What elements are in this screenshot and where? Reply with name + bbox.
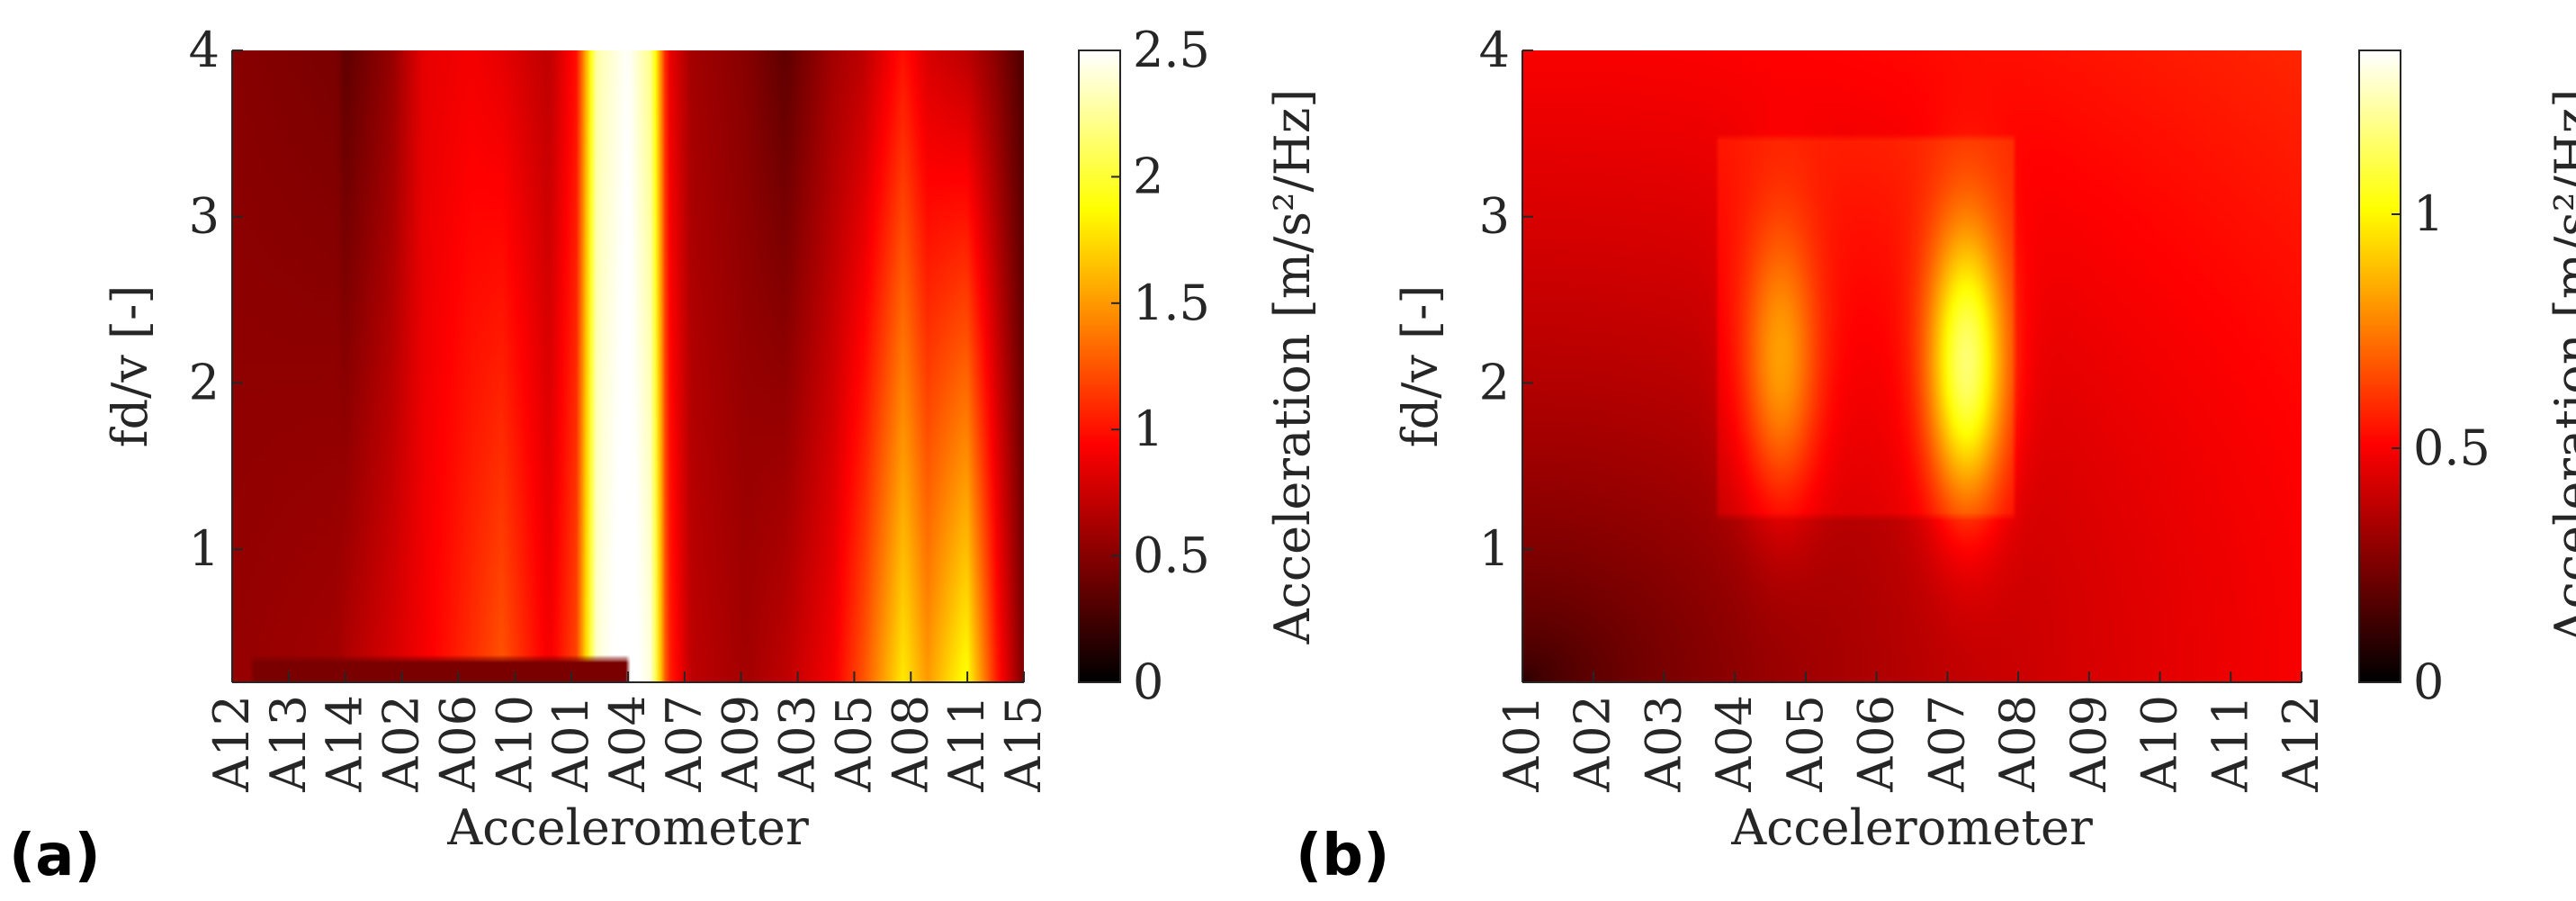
x-tick-label: A05	[825, 695, 882, 793]
y-tick-label: 2	[1479, 354, 1510, 410]
y-tick-label: 1	[189, 520, 220, 577]
y-tick-label: 3	[1479, 188, 1510, 245]
colorbar-tick-label: 1.5	[1133, 275, 1210, 331]
colorbar-a	[1079, 50, 1120, 682]
colorbar-tick-label: 1	[1133, 401, 1163, 457]
panel-label-a: (a)	[9, 823, 101, 889]
colorbar-tick-label: 0	[2413, 653, 2444, 710]
x-tick-label: A02	[1565, 695, 1621, 793]
x-tick-label: A10	[2132, 695, 2188, 793]
colorbar-tick-label: 2.5	[1133, 22, 1210, 78]
colorbar-b	[2359, 50, 2401, 682]
x-tick-label: A09	[2060, 695, 2117, 793]
colorbar-tick-label: 1	[2413, 185, 2444, 242]
x-tick-label: A01	[543, 695, 599, 793]
x-axis-title-a: Accelerometer	[446, 799, 809, 856]
x-tick-label: A11	[2202, 695, 2258, 793]
colorbar-frame-a	[1078, 50, 1121, 683]
x-tick-label: A07	[656, 695, 713, 793]
x-tick-label: A03	[1635, 695, 1692, 793]
y-tick-label: 1	[1479, 520, 1510, 577]
x-tick-label: A12	[203, 695, 260, 793]
y-axis-title-a: fd/v [-]	[102, 285, 158, 448]
y-tick-label: 4	[189, 22, 220, 78]
x-tick-label: A04	[599, 695, 656, 793]
x-tick-label: A09	[713, 695, 769, 793]
x-tick-label: A08	[1989, 695, 2046, 793]
x-tick-label: A08	[882, 695, 938, 793]
x-axis-title-b: Accelerometer	[1730, 799, 2093, 856]
x-tick-label: A11	[938, 695, 995, 793]
colorbar-title-a: Acceleration [m/s²/Hz]	[1264, 89, 1321, 645]
colorbar-tick-label: 0.5	[2413, 419, 2491, 476]
y-tick-label: 3	[189, 188, 220, 245]
colorbar-tick-label: 0.5	[1133, 527, 1210, 584]
x-tick-label: A05	[1777, 695, 1834, 793]
y-tick-label: 4	[1479, 22, 1510, 78]
y-axis-title-b: fd/v [-]	[1392, 285, 1449, 448]
x-tick-label: A15	[995, 695, 1052, 793]
x-tick-label: A03	[769, 695, 826, 793]
x-tick-label: A04	[1706, 695, 1763, 793]
x-tick-label: A02	[373, 695, 430, 793]
x-tick-label: A14	[317, 695, 373, 793]
x-tick-label: A12	[2273, 695, 2329, 793]
x-tick-label: A01	[1494, 695, 1550, 793]
panel-label-b: (b)	[1296, 823, 1389, 889]
x-tick-label: A13	[260, 695, 317, 793]
x-tick-label: A06	[429, 695, 486, 793]
colorbar-tick-label: 0	[1133, 653, 1163, 710]
heatmap-surface-a	[232, 50, 1024, 682]
x-tick-label: A06	[1848, 695, 1905, 793]
x-tick-label: A07	[1918, 695, 1975, 793]
x-tick-label: A10	[486, 695, 543, 793]
colorbar-frame-b	[2358, 50, 2401, 683]
colorbar-tick-label: 2	[1133, 148, 1163, 204]
colorbar-title-b: Acceleration [m/s²/Hz]	[2545, 89, 2576, 645]
heatmap-surface-b	[1522, 50, 2302, 682]
y-tick-label: 2	[189, 354, 220, 410]
